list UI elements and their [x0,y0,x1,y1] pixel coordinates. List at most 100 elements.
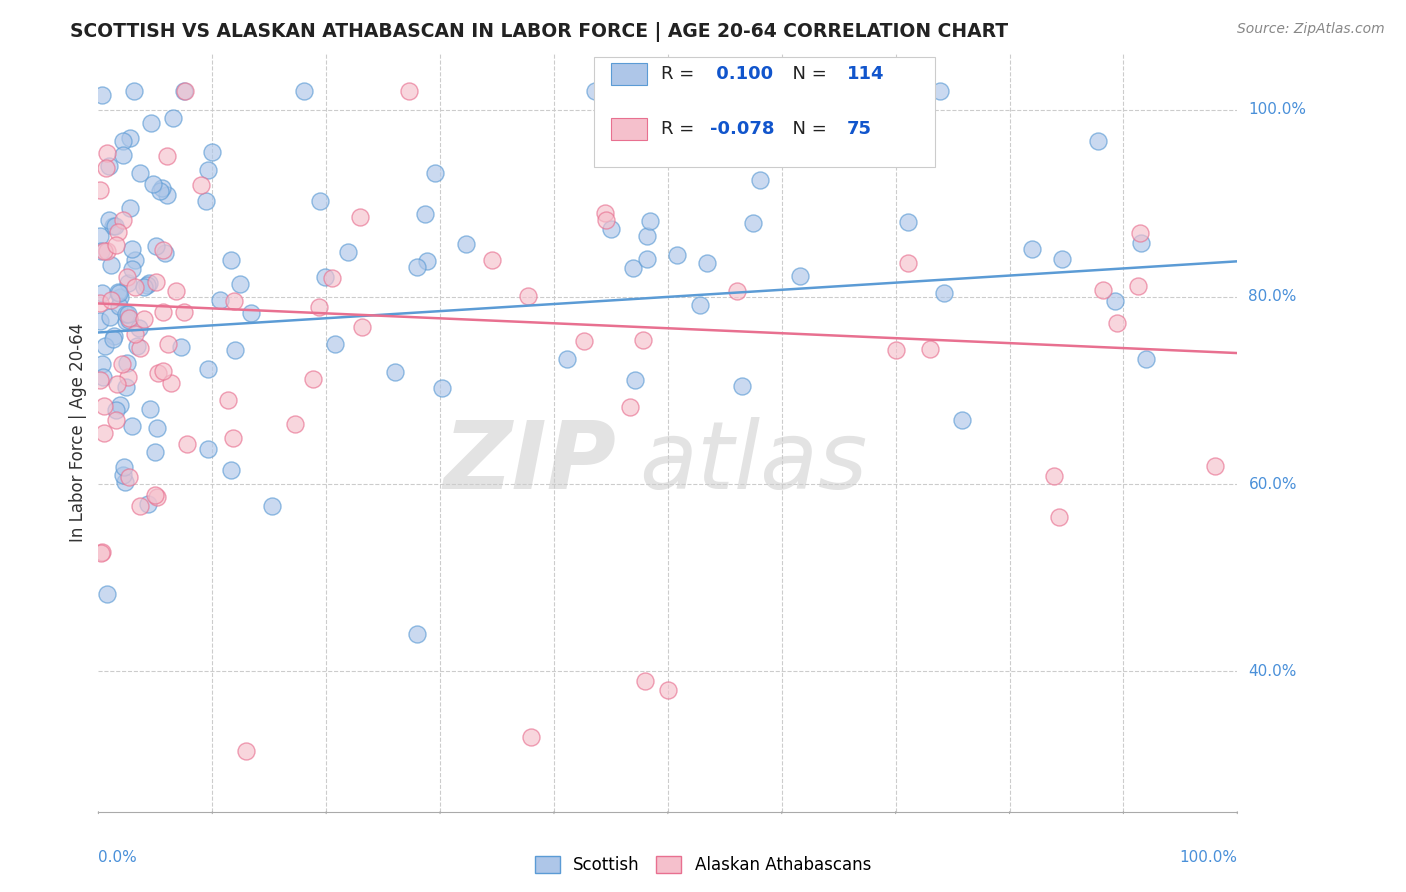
Point [325,337,347,351]
Point [481,253,503,268]
Point [89,373,111,387]
Point [1126,279,1149,293]
Point [262,499,284,513]
Point [108,290,131,304]
Point [636,228,658,243]
Point [619,400,641,414]
Point [520,730,543,744]
Point [114,314,136,328]
Point [302,371,325,385]
Point [129,342,152,356]
Point [111,134,134,148]
Point [96,161,118,175]
Point [124,326,146,341]
Text: 100.0%: 100.0% [1249,103,1306,117]
Point [115,307,138,321]
Point [884,343,907,357]
Point [104,238,127,252]
Point [337,245,360,260]
Point [1204,458,1226,473]
Point [97,159,120,173]
Point [112,468,135,483]
Point [104,402,127,417]
Point [112,213,135,227]
Point [398,84,420,98]
Point [666,247,689,261]
Point [406,627,429,641]
Text: 0.100: 0.100 [710,65,773,83]
Point [152,305,174,319]
Point [176,437,198,451]
Point [308,301,330,315]
Point [918,342,941,356]
Text: N =: N = [780,65,832,83]
Text: 114: 114 [846,65,884,83]
Point [430,381,453,395]
Point [689,298,711,312]
Point [100,293,122,307]
Point [416,253,439,268]
Point [349,211,371,225]
Point [174,84,197,98]
Point [284,417,307,431]
Point [201,145,224,159]
Point [117,370,139,384]
Text: 0.0%: 0.0% [98,849,138,864]
Point [235,744,257,758]
Point [162,111,184,125]
Point [115,356,138,370]
Point [406,260,429,275]
Point [139,115,162,129]
Point [90,546,112,560]
Point [696,256,718,270]
Point [1021,243,1043,257]
Bar [612,62,647,86]
Point [1129,226,1152,240]
Point [621,261,644,276]
Y-axis label: In Labor Force | Age 20-64: In Labor Force | Age 20-64 [69,323,87,542]
Point [657,683,679,698]
Point [950,413,973,427]
Point [132,312,155,326]
Point [112,459,135,474]
Point [134,279,156,293]
Point [104,219,127,233]
Text: R =: R = [661,120,700,138]
Point [89,314,111,328]
Point [709,84,731,98]
Point [638,213,661,227]
Point [730,379,752,393]
Point [308,194,330,208]
Point [107,225,129,239]
Text: 75: 75 [846,120,872,138]
Point [929,84,952,98]
Point [143,445,166,459]
Point [1135,351,1157,366]
Point [89,296,111,310]
Point [197,442,219,456]
Text: R =: R = [661,65,700,83]
Point [195,194,218,208]
Point [118,313,141,327]
Point [170,340,193,354]
Point [637,252,659,267]
Point [146,420,169,434]
Point [145,239,167,253]
Point [209,293,232,307]
Point [93,426,115,441]
Point [321,270,343,285]
Text: 60.0%: 60.0% [1249,476,1296,491]
Point [124,280,146,294]
Point [932,285,955,300]
Point [219,463,242,477]
Point [108,286,131,301]
Point [1047,510,1070,524]
Point [197,163,219,178]
Point [240,306,263,320]
Point [93,244,115,258]
Point [384,365,406,379]
Point [90,244,112,259]
Point [90,357,112,371]
Point [128,320,150,334]
Point [136,278,159,293]
